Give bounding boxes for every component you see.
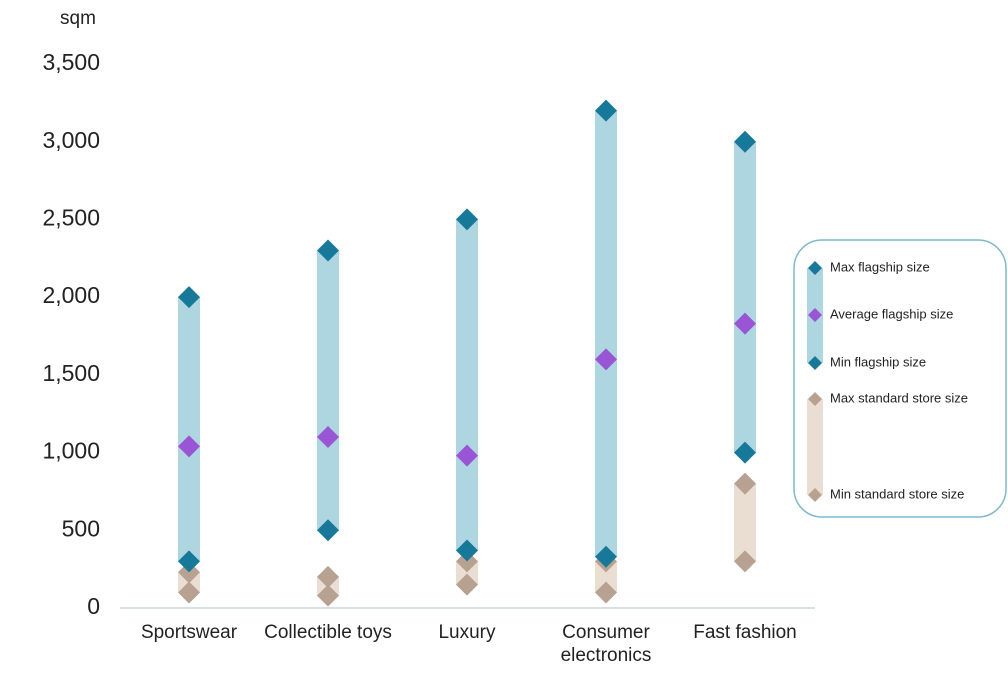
diamond-marker <box>595 348 617 371</box>
diamond-marker <box>178 435 200 458</box>
diamond-marker <box>595 545 617 568</box>
diamond-marker <box>595 99 617 122</box>
diamond-marker <box>456 539 478 562</box>
diamond-marker <box>178 286 200 309</box>
flagship-band <box>317 250 339 531</box>
diamond-marker <box>595 581 617 604</box>
diamond-marker <box>456 208 478 231</box>
x-tick-label: Consumer electronics <box>560 622 652 666</box>
diamond-marker <box>734 130 756 153</box>
legend-band <box>807 399 823 495</box>
legend-label: Min flagship size <box>830 354 926 369</box>
flagship-band <box>178 297 200 562</box>
legend-marker <box>808 488 822 502</box>
diamond-marker <box>734 550 756 573</box>
y-tick-label: 2,000 <box>42 282 100 308</box>
y-tick-label: 500 <box>62 515 100 541</box>
diamond-marker <box>734 441 756 464</box>
diamond-marker <box>317 584 339 607</box>
legend-label: Max standard store size <box>830 390 968 405</box>
diamond-marker <box>178 550 200 573</box>
diamond-marker <box>734 312 756 335</box>
x-tick-label: Luxury <box>438 622 496 643</box>
y-tick-label: 1,000 <box>42 438 100 464</box>
y-tick-label: 3,000 <box>42 127 100 153</box>
y-tick-label: 2,500 <box>42 205 100 231</box>
y-tick-label: 1,500 <box>42 360 100 386</box>
diamond-marker <box>317 565 339 588</box>
x-tick-label: Collectible toys <box>264 622 392 643</box>
diamond-marker <box>317 519 339 542</box>
diamond-marker <box>456 573 478 596</box>
y-tick-label: 3,500 <box>42 49 100 75</box>
diamond-marker <box>178 581 200 604</box>
x-tick-label: Fast fashion <box>693 622 797 643</box>
legend-label: Average flagship size <box>830 306 953 321</box>
legend-label: Min standard store size <box>830 486 964 501</box>
standard-band <box>595 561 617 593</box>
legend-label: Max flagship size <box>830 259 930 274</box>
legend-marker <box>808 261 822 275</box>
legend-marker <box>808 356 822 370</box>
diamond-marker <box>317 239 339 262</box>
diamond-marker <box>456 444 478 467</box>
flagship-band <box>734 141 756 453</box>
legend-marker <box>808 308 822 322</box>
flagship-band <box>595 110 617 557</box>
y-tick-label: 0 <box>87 593 100 619</box>
y-axis-label: sqm <box>60 8 96 29</box>
standard-band <box>734 483 756 562</box>
diamond-marker <box>317 426 339 449</box>
flagship-band <box>456 219 478 551</box>
diamond-marker <box>734 472 756 495</box>
legend-marker <box>808 392 822 406</box>
legend-box <box>793 239 1007 518</box>
standard-band <box>456 561 478 585</box>
x-tick-label: Sportswear <box>140 622 238 643</box>
